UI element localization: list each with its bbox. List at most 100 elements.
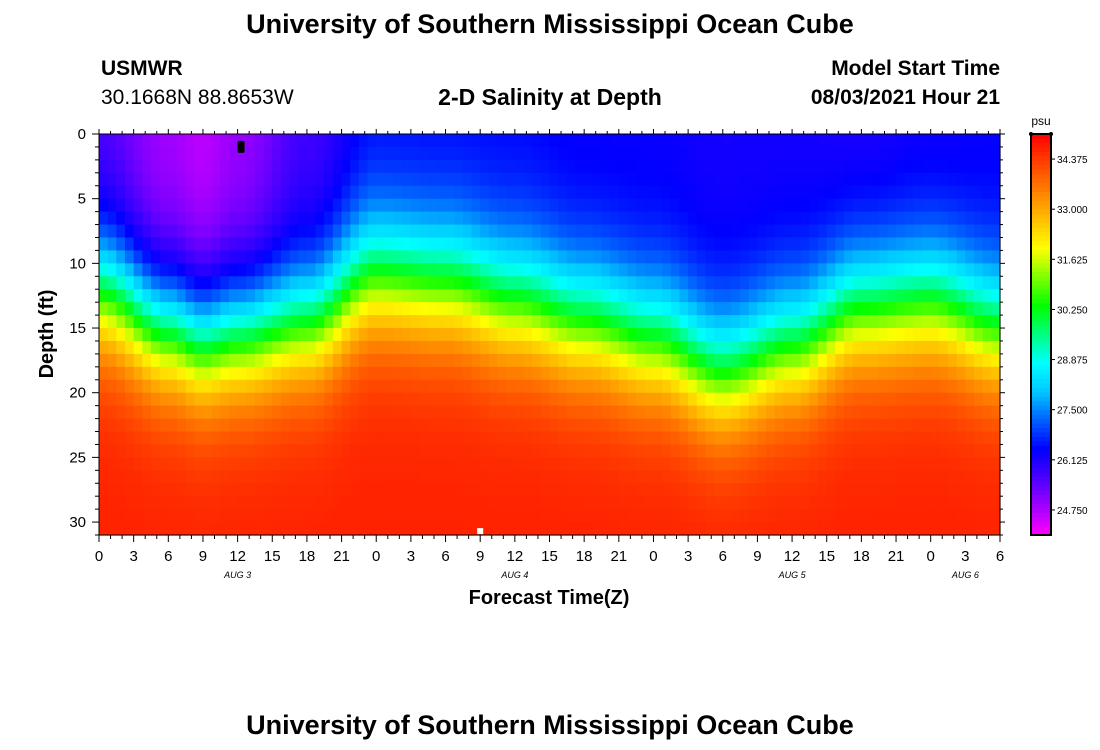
heatmap-cell (358, 444, 369, 458)
heatmap-cell (653, 146, 663, 161)
heatmap-cell (410, 328, 421, 342)
heatmap-cell (142, 224, 152, 239)
heatmap-cell (670, 431, 681, 446)
heatmap-cell (462, 224, 473, 239)
heatmap-cell (974, 159, 984, 174)
heatmap-cell (454, 496, 464, 510)
heatmap-cell (618, 289, 629, 303)
colorbar-corner (1049, 132, 1053, 136)
heatmap-cell (159, 172, 169, 187)
heatmap-cell (246, 302, 256, 316)
heatmap-cell (410, 211, 421, 226)
heatmap-cell (159, 483, 169, 497)
heatmap-cell (480, 289, 490, 303)
heatmap-cell (445, 172, 455, 187)
heatmap-cell (315, 366, 325, 381)
heatmap-cell (740, 263, 750, 277)
heatmap-cell (592, 470, 603, 484)
colorbar-segment (1031, 459, 1051, 465)
heatmap-cell (748, 366, 759, 381)
heatmap-cell (627, 418, 637, 433)
heatmap-cell (670, 444, 681, 458)
heatmap-cell (549, 496, 559, 510)
heatmap-cell (445, 302, 455, 316)
heatmap-cell (904, 431, 914, 446)
heatmap-cell (982, 159, 992, 174)
heatmap-cell (341, 146, 351, 161)
heatmap-cell (289, 250, 299, 264)
heatmap-cell (852, 340, 862, 355)
heatmap-cell (315, 353, 325, 368)
heatmap-cell (592, 379, 603, 394)
heatmap-cell (722, 159, 733, 174)
colorbar-segment (1031, 503, 1051, 509)
heatmap-cell (298, 418, 308, 433)
heatmap-cell (254, 315, 265, 329)
heatmap-cell (254, 522, 265, 536)
heatmap-cell (99, 134, 109, 148)
heatmap-cell (350, 353, 360, 368)
heatmap-cell (558, 379, 568, 394)
heatmap-cell (367, 444, 377, 458)
heatmap-cell (956, 522, 966, 536)
heatmap-cell (948, 457, 958, 471)
colorbar-segment (1031, 530, 1051, 536)
heatmap-cell (800, 315, 810, 329)
heatmap-cell (575, 457, 585, 471)
heatmap-cell (142, 353, 152, 368)
heatmap-cell (168, 405, 178, 420)
heatmap-cell (514, 134, 525, 148)
heatmap-cell (514, 328, 525, 342)
heatmap-cell (636, 418, 646, 433)
heatmap-cell (185, 159, 195, 174)
heatmap-cell (410, 159, 421, 174)
heatmap-cell (800, 172, 810, 187)
heatmap-cell (254, 328, 265, 342)
heatmap-cell (731, 366, 741, 381)
heatmap-cell (991, 457, 1001, 471)
heatmap-cell (185, 340, 195, 355)
heatmap-cell (627, 263, 637, 277)
heatmap-cell (124, 159, 135, 174)
heatmap-cell (445, 353, 455, 368)
heatmap-cell (471, 159, 481, 174)
heatmap-cell (800, 250, 810, 264)
heatmap-cell (809, 302, 819, 316)
heatmap-cell (540, 431, 551, 446)
heatmap-cell (488, 328, 499, 342)
heatmap-cell (150, 366, 161, 381)
heatmap-cell (774, 250, 785, 264)
heatmap-cell (844, 250, 854, 264)
heatmap-cell (306, 289, 317, 303)
heatmap-cell (696, 483, 707, 497)
heatmap-cell (783, 185, 793, 200)
heatmap-cell (280, 509, 291, 523)
heatmap-cell (428, 431, 438, 446)
heatmap-cell (922, 302, 932, 316)
heatmap-cell (948, 237, 958, 252)
heatmap-cell (896, 263, 906, 277)
heatmap-cell (610, 353, 620, 368)
heatmap-cell (289, 289, 299, 303)
heatmap-cell (930, 496, 940, 510)
heatmap-cell (844, 198, 854, 213)
heatmap-cell (480, 340, 490, 355)
colorbar-segment (1031, 183, 1051, 189)
heatmap-cell (480, 159, 490, 174)
heatmap-cell (367, 392, 377, 407)
heatmap-cell (263, 379, 273, 394)
heatmap-cell (488, 185, 499, 200)
heatmap-cell (566, 328, 577, 342)
heatmap-cell (575, 353, 585, 368)
heatmap-cell (133, 198, 143, 213)
heatmap-cell (228, 263, 239, 277)
heatmap-cell (350, 276, 360, 290)
heatmap-cell (471, 211, 481, 226)
heatmap-cell (237, 289, 247, 303)
heatmap-cell (896, 237, 906, 252)
heatmap-cell (410, 315, 421, 329)
heatmap-cell (818, 444, 828, 458)
heatmap-cell (168, 289, 178, 303)
heatmap-cell (506, 146, 516, 161)
heatmap-cell (766, 431, 776, 446)
